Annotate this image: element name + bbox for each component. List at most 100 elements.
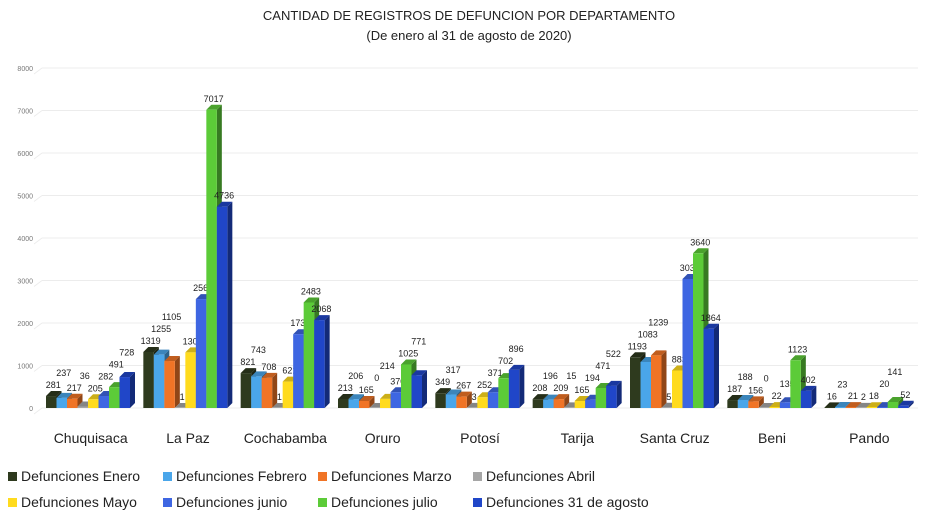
x-tick-label: Beni [758, 430, 786, 446]
bar-side [369, 395, 375, 408]
data-label: 728 [119, 347, 134, 357]
data-label: 1239 [648, 317, 668, 327]
bar-top [401, 359, 417, 365]
bar-side [661, 350, 667, 408]
data-label: 165 [574, 385, 589, 395]
legend-label: Defunciones Mayo [21, 494, 137, 510]
gridline-depth [33, 237, 43, 245]
data-label: 21 [848, 391, 858, 401]
bar-cochabamba-1 [251, 376, 262, 408]
bar-top [261, 372, 278, 378]
bar-top [630, 352, 646, 358]
data-label: 771 [411, 336, 426, 346]
data-label: 471 [595, 361, 610, 371]
bar-pando-6 [887, 402, 899, 408]
x-tick-label: Pando [849, 430, 890, 446]
bar-side [466, 391, 472, 408]
bar-side [272, 372, 278, 408]
bar-top [737, 395, 754, 401]
data-label: 702 [498, 356, 513, 366]
bar-top [67, 393, 83, 399]
bar-pando-3 [856, 407, 867, 408]
bar-top [532, 394, 549, 400]
bar-side [856, 402, 862, 408]
data-label: 371 [488, 368, 503, 378]
y-tick-label: 1000 [17, 364, 33, 371]
bar-top [445, 389, 462, 395]
data-label: 20 [879, 379, 889, 389]
bar-top [153, 349, 170, 355]
bar-side [811, 385, 817, 408]
bar-tarija-7 [606, 385, 617, 408]
bar-potosí-5 [487, 392, 499, 408]
bar-pando-2 [845, 407, 857, 408]
bar-top [411, 370, 427, 376]
bar-santa-cruz-6 [693, 253, 704, 408]
data-label: 52 [900, 390, 910, 400]
bar-potosí-2 [456, 396, 467, 408]
bar-oruro-6 [401, 364, 412, 408]
bar-oruro-2 [359, 400, 370, 408]
data-label: 237 [56, 368, 71, 378]
bar-top [206, 104, 222, 110]
data-label: 196 [543, 371, 558, 381]
bar-chuquisaca-4 [88, 399, 99, 408]
bar-top [748, 396, 764, 402]
data-label: 135 [780, 379, 795, 389]
bar-cochabamba-5 [293, 334, 304, 408]
bar-potosí-0 [435, 393, 446, 408]
data-label: 187 [727, 384, 742, 394]
data-label: 1736 [290, 318, 310, 328]
data-label: 16 [827, 391, 837, 401]
gridline-depth [33, 110, 43, 117]
bar-top [240, 368, 257, 374]
bar-oruro-3 [369, 407, 380, 408]
bar-la-paz-0 [143, 351, 154, 408]
data-label: 15 [566, 371, 576, 381]
bar-side [908, 400, 914, 408]
y-tick-label: 8000 [17, 66, 33, 73]
legend-label: Defunciones julio [331, 494, 438, 510]
x-tick-label: Tarija [561, 430, 595, 446]
chart-subtitle: (De enero al 31 de agosto de 2020) [366, 28, 572, 43]
bar-side [77, 393, 83, 408]
bar-pando-4 [866, 407, 878, 408]
bar-top [790, 355, 806, 361]
bar-potosí-7 [508, 369, 520, 408]
bar-santa-cruz-4 [672, 370, 683, 408]
bar-beni-4 [769, 407, 780, 408]
bar-side [714, 323, 719, 408]
data-label: 2068 [311, 304, 331, 314]
data-label: 156 [748, 385, 763, 395]
x-tick-label: La Paz [166, 430, 210, 446]
data-label: 402 [801, 375, 816, 385]
bar-beni-7 [800, 390, 812, 408]
data-label: 206 [348, 371, 363, 381]
bar-top [456, 391, 472, 397]
data-label: 896 [509, 344, 524, 354]
data-label: 252 [477, 380, 492, 390]
bar-la-paz-7 [216, 206, 228, 408]
legend-label: Defunciones Enero [21, 468, 141, 484]
legend-item: Defunciones julio [318, 494, 438, 510]
bar-side [519, 364, 525, 408]
bar-side [564, 394, 570, 408]
bar-top [651, 350, 667, 356]
data-label: 2 [861, 392, 866, 402]
bar-top [887, 397, 904, 403]
x-tick-label: Chuquisaca [54, 430, 128, 446]
gridline-depth [33, 322, 43, 330]
data-label: 522 [606, 349, 621, 359]
legend-swatch [163, 497, 172, 507]
bar-la-paz-6 [206, 109, 217, 408]
bar-top [866, 402, 883, 408]
bar-santa-cruz-0 [630, 357, 641, 408]
bar-top [314, 315, 330, 321]
bar-chuquisaca-5 [98, 396, 109, 408]
bar-top [216, 201, 233, 207]
bar-chuquisaca-0 [46, 396, 57, 408]
data-label: 141 [887, 367, 902, 377]
data-label: 0 [374, 373, 379, 383]
data-label: 821 [240, 357, 255, 367]
bar-top [338, 393, 354, 399]
